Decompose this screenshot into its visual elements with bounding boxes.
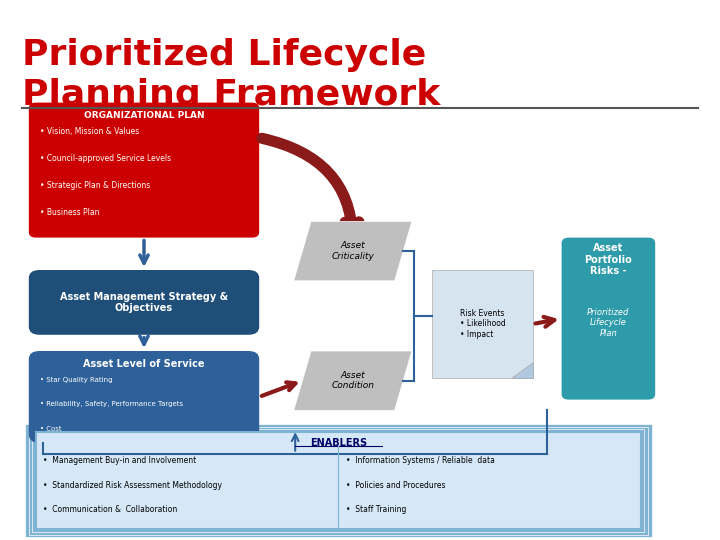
Text: •  Management Buy-in and Involvement: • Management Buy-in and Involvement bbox=[43, 456, 197, 465]
Text: • Reliability, Safety, Performance Targets: • Reliability, Safety, Performance Targe… bbox=[40, 401, 183, 407]
FancyBboxPatch shape bbox=[29, 270, 259, 335]
Text: •  Communication &  Collaboration: • Communication & Collaboration bbox=[43, 505, 177, 514]
Polygon shape bbox=[294, 351, 412, 410]
FancyBboxPatch shape bbox=[29, 427, 648, 535]
Text: Asset
Portfolio
Risks -: Asset Portfolio Risks - bbox=[585, 243, 632, 276]
Text: Asset
Condition: Asset Condition bbox=[331, 371, 374, 390]
Text: Asset
Criticality: Asset Criticality bbox=[331, 241, 374, 261]
Text: Asset Management Strategy &
Objectives: Asset Management Strategy & Objectives bbox=[60, 292, 228, 313]
Text: Asset Level of Service: Asset Level of Service bbox=[84, 359, 204, 369]
Text: • Business Plan: • Business Plan bbox=[40, 208, 99, 217]
Text: •  Information Systems / Reliable  data: • Information Systems / Reliable data bbox=[346, 456, 495, 465]
FancyBboxPatch shape bbox=[432, 270, 533, 378]
Text: •  Staff Training: • Staff Training bbox=[346, 505, 406, 514]
FancyBboxPatch shape bbox=[562, 238, 655, 400]
Text: Planning Framework: Planning Framework bbox=[22, 78, 440, 112]
Text: Prioritized
Lifecycle
Plan: Prioritized Lifecycle Plan bbox=[588, 308, 629, 338]
FancyBboxPatch shape bbox=[29, 103, 259, 238]
Text: •  Standardized Risk Assessment Methodology: • Standardized Risk Assessment Methodolo… bbox=[43, 481, 222, 490]
Text: Prioritized Lifecycle: Prioritized Lifecycle bbox=[22, 38, 426, 72]
Text: • Cost: • Cost bbox=[40, 426, 61, 431]
FancyBboxPatch shape bbox=[29, 351, 259, 443]
Text: • Strategic Plan & Directions: • Strategic Plan & Directions bbox=[40, 181, 150, 190]
FancyBboxPatch shape bbox=[36, 432, 641, 529]
Text: • Star Quality Rating: • Star Quality Rating bbox=[40, 377, 112, 383]
Text: Risk Events
• Likelihood
• Impact: Risk Events • Likelihood • Impact bbox=[459, 309, 505, 339]
Text: • Vision, Mission & Values: • Vision, Mission & Values bbox=[40, 127, 139, 136]
FancyBboxPatch shape bbox=[25, 424, 652, 537]
Text: ORGANIZATIONAL PLAN: ORGANIZATIONAL PLAN bbox=[84, 111, 204, 120]
Text: •  Policies and Procedures: • Policies and Procedures bbox=[346, 481, 445, 490]
FancyBboxPatch shape bbox=[32, 429, 644, 532]
Text: • Council-approved Service Levels: • Council-approved Service Levels bbox=[40, 154, 171, 163]
Polygon shape bbox=[294, 221, 412, 281]
Text: ENABLERS: ENABLERS bbox=[310, 438, 367, 449]
Polygon shape bbox=[511, 362, 533, 378]
